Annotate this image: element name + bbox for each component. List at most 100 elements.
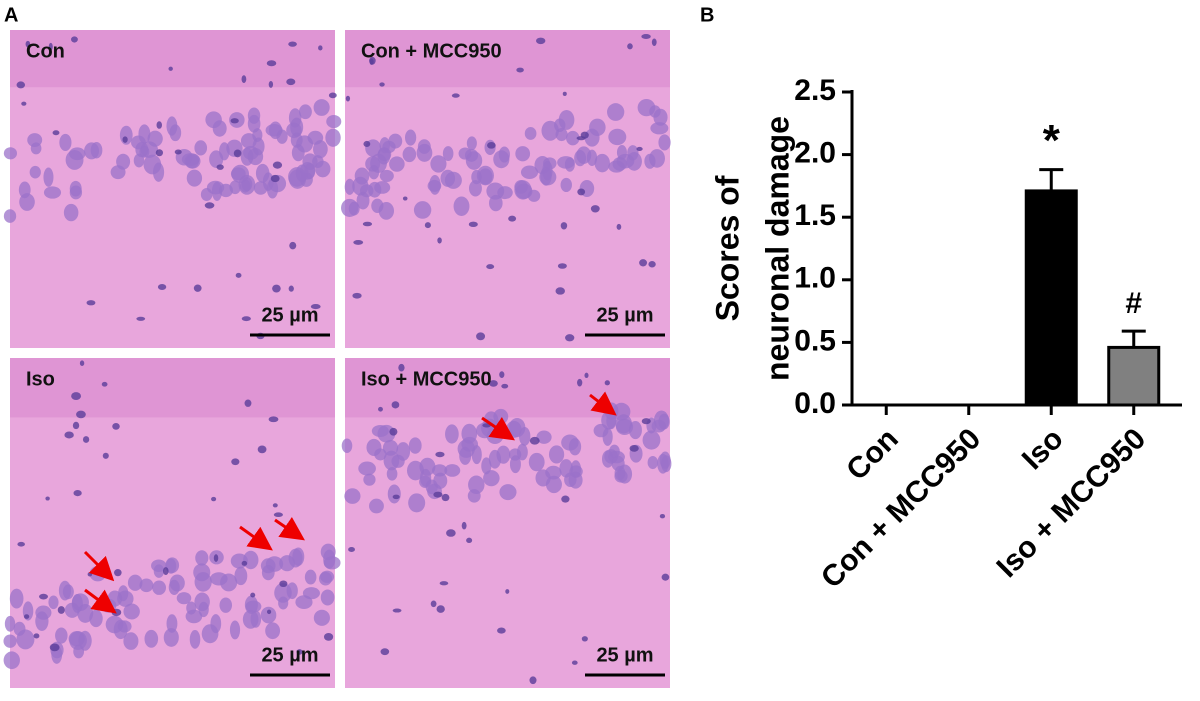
nucleus: [424, 222, 431, 229]
cell: [465, 151, 483, 170]
cell: [489, 194, 503, 212]
nucleus: [216, 164, 224, 170]
nucleus: [193, 284, 202, 292]
nucleus: [241, 75, 247, 84]
nucleus: [71, 36, 78, 43]
cell: [445, 424, 459, 444]
nucleus: [266, 60, 277, 67]
cell: [13, 621, 26, 636]
cell: [615, 414, 632, 434]
nucleus: [102, 452, 109, 459]
cell: [43, 186, 62, 199]
panel-label: A: [4, 4, 18, 26]
image-label: Iso: [26, 368, 55, 390]
nucleus: [288, 41, 297, 47]
nucleus: [629, 444, 639, 452]
nucleus: [76, 410, 86, 419]
cell: [459, 446, 472, 465]
cell: [442, 146, 454, 162]
cell: [139, 145, 150, 158]
arrow: [589, 391, 617, 416]
nucleus: [266, 609, 272, 615]
cell: [189, 630, 201, 649]
cell: [116, 153, 131, 170]
cell: [584, 128, 600, 147]
cell: [542, 160, 553, 181]
cell: [559, 459, 573, 478]
cell: [560, 177, 572, 193]
cell: [650, 122, 669, 135]
cell: [169, 574, 185, 592]
nucleus: [230, 118, 239, 124]
nucleus: [584, 372, 589, 379]
nucleus: [73, 489, 82, 497]
cell: [358, 461, 376, 476]
nucleus: [122, 136, 128, 143]
y-tick-label: 0.0: [794, 387, 836, 420]
nucleus: [345, 95, 351, 102]
cell: [4, 615, 16, 632]
nucleus: [244, 399, 252, 407]
cell: [408, 493, 426, 513]
cell: [524, 126, 537, 140]
nucleus: [156, 121, 163, 129]
cell: [166, 614, 178, 633]
nucleus: [49, 643, 60, 652]
cell: [432, 464, 448, 477]
cell: [515, 146, 531, 162]
cell: [89, 609, 103, 628]
tissue-band: [10, 30, 335, 88]
cell: [313, 609, 330, 626]
cell: [229, 620, 241, 640]
cell: [127, 574, 143, 591]
nucleus: [389, 427, 398, 436]
cell: [467, 489, 481, 503]
cell: [143, 154, 162, 175]
cell: [548, 445, 565, 464]
nucleus: [241, 316, 251, 322]
nucleus: [562, 91, 567, 96]
y-tick-label: 0.5: [794, 324, 836, 357]
cell: [30, 142, 42, 155]
tissue-band: [345, 30, 670, 88]
cell: [240, 133, 257, 149]
cell: [466, 136, 477, 151]
cell: [341, 198, 359, 217]
nucleus: [433, 491, 443, 498]
nucleus: [536, 37, 546, 45]
nucleus: [310, 304, 321, 310]
cell: [545, 475, 562, 494]
cell: [318, 571, 333, 586]
nucleus: [641, 418, 651, 425]
scale-bar-label: 25 µm: [261, 644, 318, 666]
cell: [313, 99, 330, 116]
cell: [499, 484, 517, 501]
nucleus: [516, 67, 524, 73]
histology-image: Iso + MCC950 25 µm: [341, 358, 672, 688]
nucleus: [561, 495, 570, 503]
nucleus: [204, 202, 215, 209]
cell: [260, 606, 277, 624]
cell: [234, 566, 248, 586]
cell: [344, 178, 355, 195]
cell: [266, 179, 279, 199]
nucleus: [435, 451, 445, 458]
cell: [344, 488, 361, 504]
nucleus: [577, 378, 583, 387]
nucleus: [211, 496, 217, 502]
nucleus: [446, 529, 456, 537]
cell: [326, 114, 342, 129]
cell: [557, 156, 575, 169]
cell: [651, 419, 666, 433]
nucleus: [489, 380, 498, 387]
image-label: Con: [26, 40, 65, 62]
cell: [304, 569, 317, 585]
cell: [219, 597, 233, 613]
cell: [611, 455, 625, 472]
nucleus: [289, 241, 297, 250]
cell: [594, 153, 610, 173]
cell: [298, 104, 312, 120]
nucleus: [268, 80, 274, 88]
nucleus: [79, 360, 85, 366]
cell: [186, 601, 197, 615]
